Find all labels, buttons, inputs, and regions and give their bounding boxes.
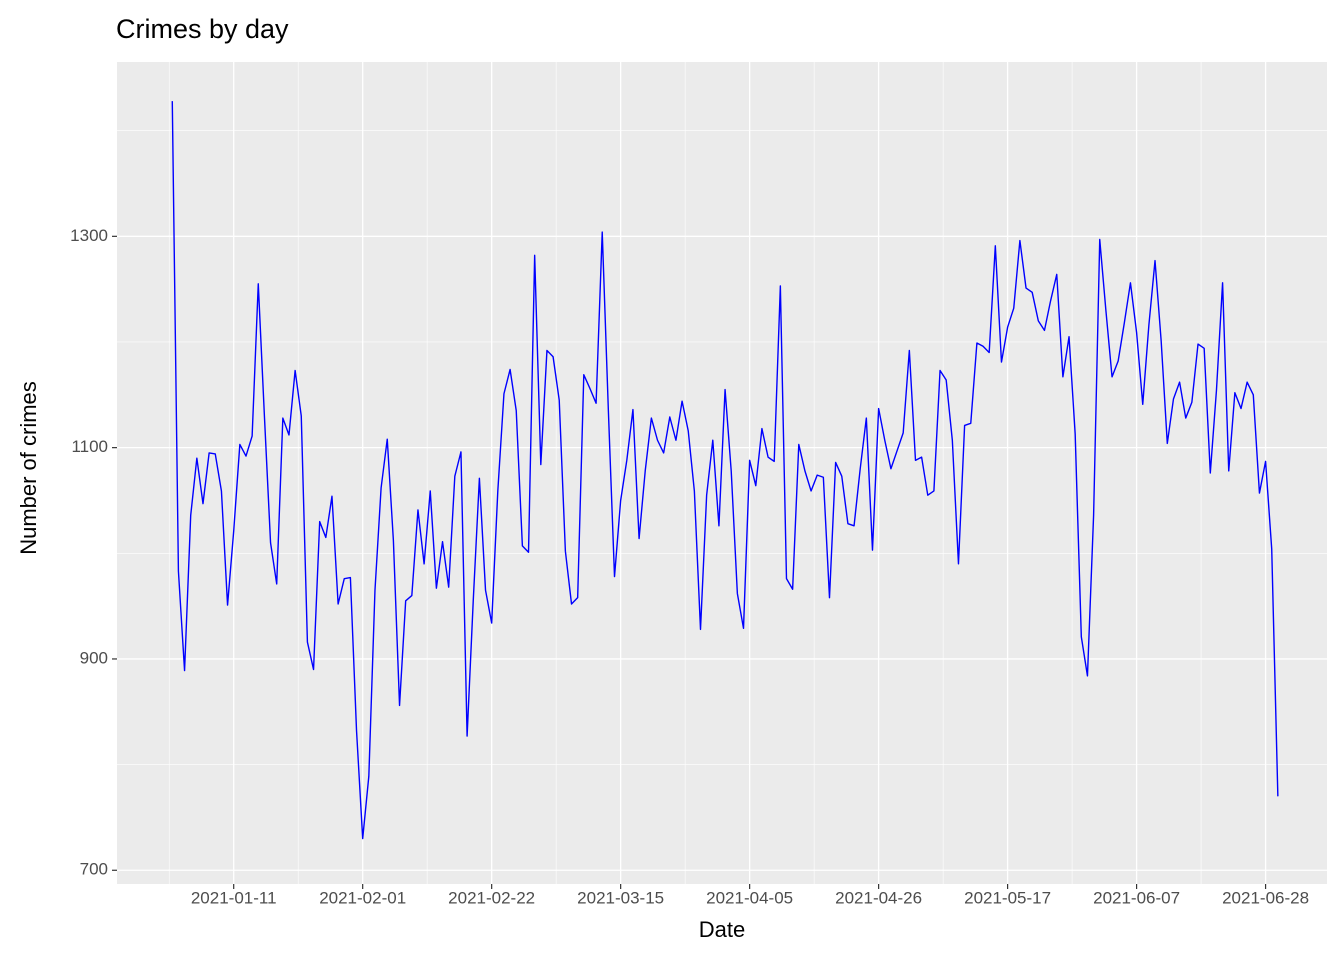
chart-title: Crimes by day bbox=[116, 14, 289, 44]
x-tick-label: 2021-06-07 bbox=[1093, 888, 1180, 907]
y-tick-label: 900 bbox=[80, 648, 108, 667]
x-tick-label: 2021-06-28 bbox=[1222, 888, 1309, 907]
x-tick-label: 2021-05-17 bbox=[964, 888, 1051, 907]
x-tick-label: 2021-02-01 bbox=[319, 888, 406, 907]
x-tick-label: 2021-04-05 bbox=[706, 888, 793, 907]
x-tick-label: 2021-01-11 bbox=[191, 888, 277, 907]
data-line bbox=[171, 101, 1279, 840]
y-axis-title: Number of crimes bbox=[16, 381, 41, 555]
y-tick-label: 1300 bbox=[70, 226, 108, 245]
y-tick-label: 700 bbox=[80, 860, 108, 879]
x-tick-label: 2021-04-26 bbox=[835, 888, 922, 907]
y-tick-label: 1100 bbox=[71, 437, 108, 456]
x-tick-label: 2021-03-15 bbox=[577, 888, 664, 907]
x-axis-title: Date bbox=[699, 917, 745, 942]
x-tick-label: 2021-02-22 bbox=[448, 888, 535, 907]
